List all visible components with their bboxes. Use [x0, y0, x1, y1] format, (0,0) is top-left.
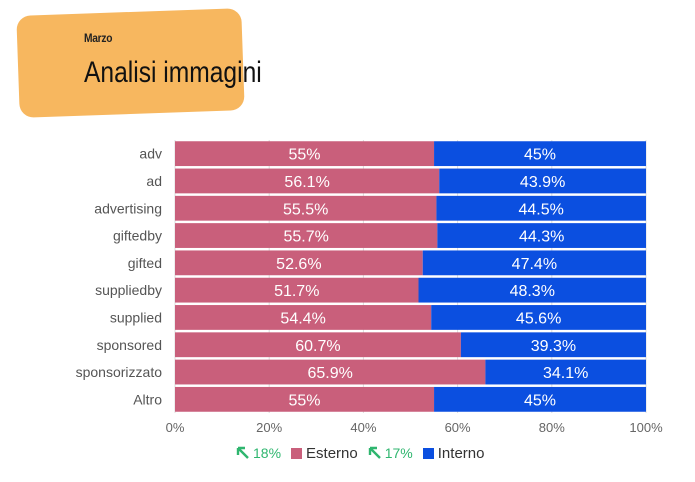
legend-label-interno: Interno — [437, 444, 485, 462]
esterno-trend: 18% — [236, 445, 281, 461]
bar-esterno — [175, 141, 435, 167]
bar-interno — [437, 223, 646, 248]
x-tick-label: 40% — [350, 420, 376, 435]
bar-interno — [418, 277, 646, 303]
data-label: 39.3% — [531, 338, 576, 355]
data-label: 47.4% — [512, 256, 557, 273]
bar-interno — [485, 359, 646, 385]
chart-subtitle: Marzo — [84, 31, 113, 45]
x-tick-label: 100% — [629, 420, 663, 435]
esterno-trend-value: 18% — [253, 445, 282, 461]
interno-trend: 17% — [368, 445, 413, 461]
bar-esterno — [175, 359, 486, 385]
data-label: 55% — [289, 147, 321, 164]
x-tick-label: 60% — [445, 420, 471, 435]
y-category-label: sponsored — [97, 337, 162, 353]
data-label: 51.7% — [274, 283, 319, 300]
legend-label-esterno: Esterno — [306, 444, 358, 462]
y-category-label: supplied — [110, 309, 162, 325]
y-category-label: ad — [146, 173, 162, 189]
bar-interno — [460, 332, 646, 358]
bar-interno — [434, 386, 646, 412]
data-label: 55.5% — [283, 201, 328, 218]
data-label: 43.9% — [520, 174, 565, 191]
legend-item-esterno[interactable]: Esterno — [291, 445, 358, 462]
bar-interno — [434, 141, 646, 167]
y-category-label: suppliedby — [95, 282, 162, 298]
data-label: 65.9% — [308, 365, 353, 382]
bar-esterno — [175, 223, 438, 248]
interno-trend-value: 17% — [384, 445, 413, 461]
bar-esterno — [175, 195, 437, 221]
y-category-label: adv — [139, 146, 162, 162]
x-tick-label: 20% — [256, 420, 282, 435]
y-category-label: advertising — [94, 200, 162, 216]
data-label: 55% — [289, 392, 321, 409]
y-category-label: sponsorizzato — [76, 364, 163, 380]
data-label: 45.6% — [516, 310, 561, 327]
bar-esterno — [175, 305, 432, 330]
bar-interno — [431, 305, 646, 330]
data-label: 45% — [524, 392, 556, 409]
bar-esterno — [175, 168, 440, 194]
data-label: 54.4% — [280, 310, 325, 327]
bar-esterno — [175, 277, 419, 303]
x-tick-label: 80% — [539, 420, 565, 435]
data-label: 56.1% — [284, 174, 329, 191]
legend-item-interno[interactable]: Interno — [422, 444, 485, 462]
x-tick-label: 0% — [166, 420, 185, 435]
data-label: 45% — [524, 147, 556, 164]
bar-interno — [422, 250, 646, 276]
esterno-swatch — [291, 447, 303, 459]
data-label: 60.7% — [295, 338, 340, 355]
legend: 18% Esterno 17% Interno — [236, 443, 494, 463]
bar-esterno — [175, 332, 461, 358]
bar-esterno — [175, 386, 435, 412]
data-label: 52.6% — [276, 256, 321, 273]
bar-interno — [436, 195, 646, 221]
bar-interno — [439, 168, 646, 194]
y-category-label: Altro — [133, 391, 162, 407]
data-label: 34.1% — [543, 365, 588, 382]
y-category-label: giftedby — [113, 228, 162, 244]
data-label: 55.7% — [283, 229, 328, 246]
y-category-label: gifted — [128, 255, 162, 271]
interno-swatch — [422, 447, 434, 459]
chart-title: Analisi immagini — [84, 56, 262, 89]
data-label: 44.5% — [519, 201, 564, 218]
bar-esterno — [175, 250, 423, 276]
arrow-up-left-icon — [368, 446, 381, 459]
data-label: 48.3% — [510, 283, 555, 300]
data-label: 44.3% — [519, 229, 564, 246]
arrow-up-left-icon — [236, 446, 249, 459]
